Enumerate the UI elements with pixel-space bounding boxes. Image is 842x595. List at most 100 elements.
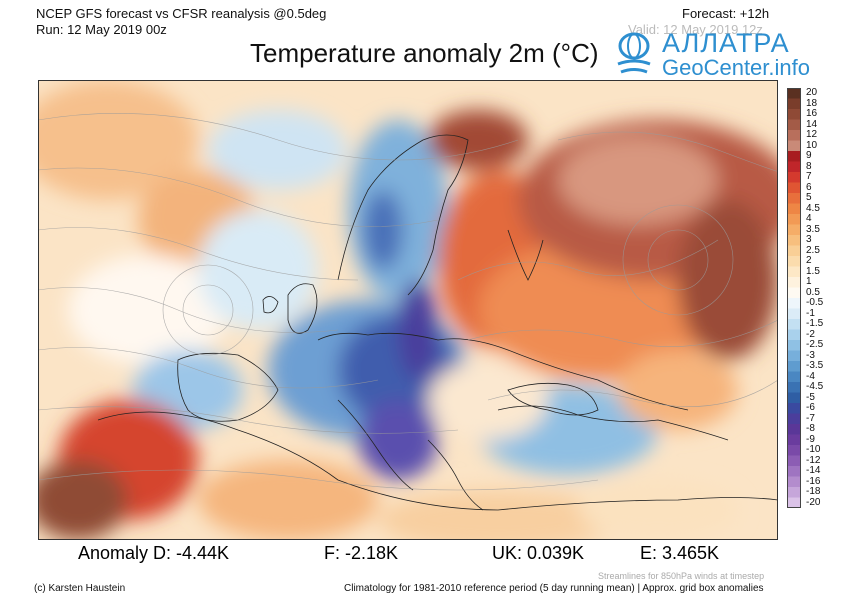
colorbar-swatch — [787, 287, 801, 299]
colorbar-swatch — [787, 140, 801, 152]
colorbar-tick-label: -12 — [806, 454, 821, 466]
colorbar-tick-label: 0.5 — [806, 286, 820, 298]
colorbar-tick-label: -10 — [806, 444, 821, 456]
colorbar-tick-label: 16 — [806, 108, 818, 120]
colorbar-tick-label: -2 — [806, 328, 815, 340]
colorbar-swatch — [787, 319, 801, 330]
colorbar-swatch — [787, 161, 801, 173]
colorbar-swatch — [787, 203, 801, 215]
colorbar-swatch — [787, 256, 801, 267]
colorbar-swatch — [787, 445, 801, 456]
colorbar-tick-label: 2 — [806, 255, 812, 267]
colorbar-tick-label: -20 — [806, 496, 821, 508]
author-credit: (c) Karsten Haustein — [34, 583, 126, 594]
colorbar-tick-label: 14 — [806, 118, 818, 130]
colorbar-tick-label: 18 — [806, 97, 818, 109]
colorbar-tick-label: 1 — [806, 276, 812, 288]
colorbar-swatch — [787, 371, 801, 383]
colorbar-tick-label: 3 — [806, 234, 812, 246]
colorbar-tick-label: -3 — [806, 349, 815, 361]
colorbar-tick-label: -18 — [806, 486, 821, 498]
colorbar-swatch — [787, 277, 801, 288]
colorbar-swatch — [787, 98, 801, 110]
coastlines — [97, 134, 778, 511]
colorbar-swatch — [787, 476, 801, 488]
colorbar-swatch — [787, 487, 801, 498]
colorbar-swatch — [787, 235, 801, 246]
globe-icon — [617, 32, 651, 74]
colorbar-swatch — [787, 413, 801, 425]
colorbar-swatch — [787, 266, 801, 278]
anomaly-field — [38, 80, 778, 540]
colorbar-tick-label: 1.5 — [806, 265, 820, 277]
colorbar-tick-label: -1 — [806, 307, 815, 319]
colorbar-tick-label: 20 — [806, 87, 818, 99]
colorbar-outline — [787, 88, 801, 508]
colorbar-tick-label: -8 — [806, 423, 815, 435]
colorbar-tick-label: 4.5 — [806, 202, 820, 214]
colorbar-swatch — [787, 382, 801, 393]
colorbar-swatch — [787, 340, 801, 351]
stat-europe-anomaly: E: 3.465K — [640, 543, 720, 563]
colorbar-swatch — [787, 224, 801, 236]
colorbar-swatch — [787, 88, 801, 99]
colorbar-tick-label: 10 — [806, 139, 818, 151]
colorbar-swatch — [787, 193, 801, 204]
colorbar — [787, 88, 801, 508]
colorbar-swatch — [787, 466, 801, 477]
colorbar-swatch — [787, 455, 801, 467]
colorbar-tick-label: -6 — [806, 402, 815, 414]
run-time: Run: 12 May 2019 00z — [36, 22, 167, 37]
colorbar-tick-label: 9 — [806, 150, 812, 162]
colorbar-swatch — [787, 298, 801, 309]
colorbar-swatch — [787, 109, 801, 120]
colorbar-swatch — [787, 329, 801, 341]
stat-france-anomaly: F: -2.18K — [324, 543, 399, 563]
colorbar-swatch — [787, 497, 801, 508]
colorbar-swatch — [787, 361, 801, 372]
colorbar-swatch — [787, 172, 801, 183]
colorbar-swatch — [787, 214, 801, 225]
colorbar-tick-label: -4.5 — [806, 381, 824, 393]
colorbar-tick-label: 4 — [806, 213, 812, 225]
colorbar-tick-label: 8 — [806, 160, 812, 172]
colorbar-tick-label: -14 — [806, 465, 821, 477]
colorbar-tick-label: -3.5 — [806, 360, 824, 372]
colorbar-tick-label: -5 — [806, 391, 815, 403]
colorbar-swatch — [787, 434, 801, 446]
colorbar-swatch — [787, 151, 801, 162]
colorbar-tick-label: -4 — [806, 370, 815, 382]
colorbar-tick-label: -1.5 — [806, 318, 824, 330]
colorbar-tick-label: -0.5 — [806, 297, 824, 309]
valid-time: Valid: 12 May 2019 12z — [628, 22, 763, 37]
temperature-anomaly-map — [38, 80, 778, 540]
climatology-note: Climatology for 1981-2010 reference peri… — [344, 583, 764, 594]
colorbar-swatch — [787, 245, 801, 257]
wind-streamlines — [38, 113, 778, 491]
colorbar-tick-label: -9 — [806, 433, 815, 445]
colorbar-swatch — [787, 424, 801, 435]
logo-text-allatra: АЛЛАТРА — [662, 28, 790, 58]
stat-uk-anomaly: UK: 0.039K — [492, 543, 585, 563]
colorbar-tick-label: 5 — [806, 192, 812, 204]
colorbar-tick-label: 6 — [806, 181, 812, 193]
colorbar-tick-label: 3.5 — [806, 223, 820, 235]
colorbar-swatch — [787, 392, 801, 404]
colorbar-tick-label: 7 — [806, 171, 812, 183]
colorbar-swatch — [787, 119, 801, 131]
colorbar-tick-label: 12 — [806, 129, 818, 141]
colorbar-tick-label: -16 — [806, 475, 821, 487]
logo-text-geocenter: GeoCenter.info — [662, 55, 810, 80]
model-run-info: NCEP GFS forecast vs CFSR reanalysis @0.… — [36, 6, 327, 21]
colorbar-tick-label: 2.5 — [806, 244, 820, 256]
colorbar-swatch — [787, 403, 801, 414]
colorbar-swatch — [787, 308, 801, 320]
colorbar-swatch — [787, 350, 801, 362]
colorbar-swatch — [787, 182, 801, 194]
colorbar-swatch — [787, 130, 801, 141]
forecast-hour: Forecast: +12h — [682, 6, 770, 21]
colorbar-tick-label: -7 — [806, 412, 815, 424]
streamlines-note: Streamlines for 850hPa winds at timestep — [598, 571, 765, 581]
colorbar-tick-label: -2.5 — [806, 339, 824, 351]
page-title: Temperature anomaly 2m (°C) — [250, 38, 599, 68]
